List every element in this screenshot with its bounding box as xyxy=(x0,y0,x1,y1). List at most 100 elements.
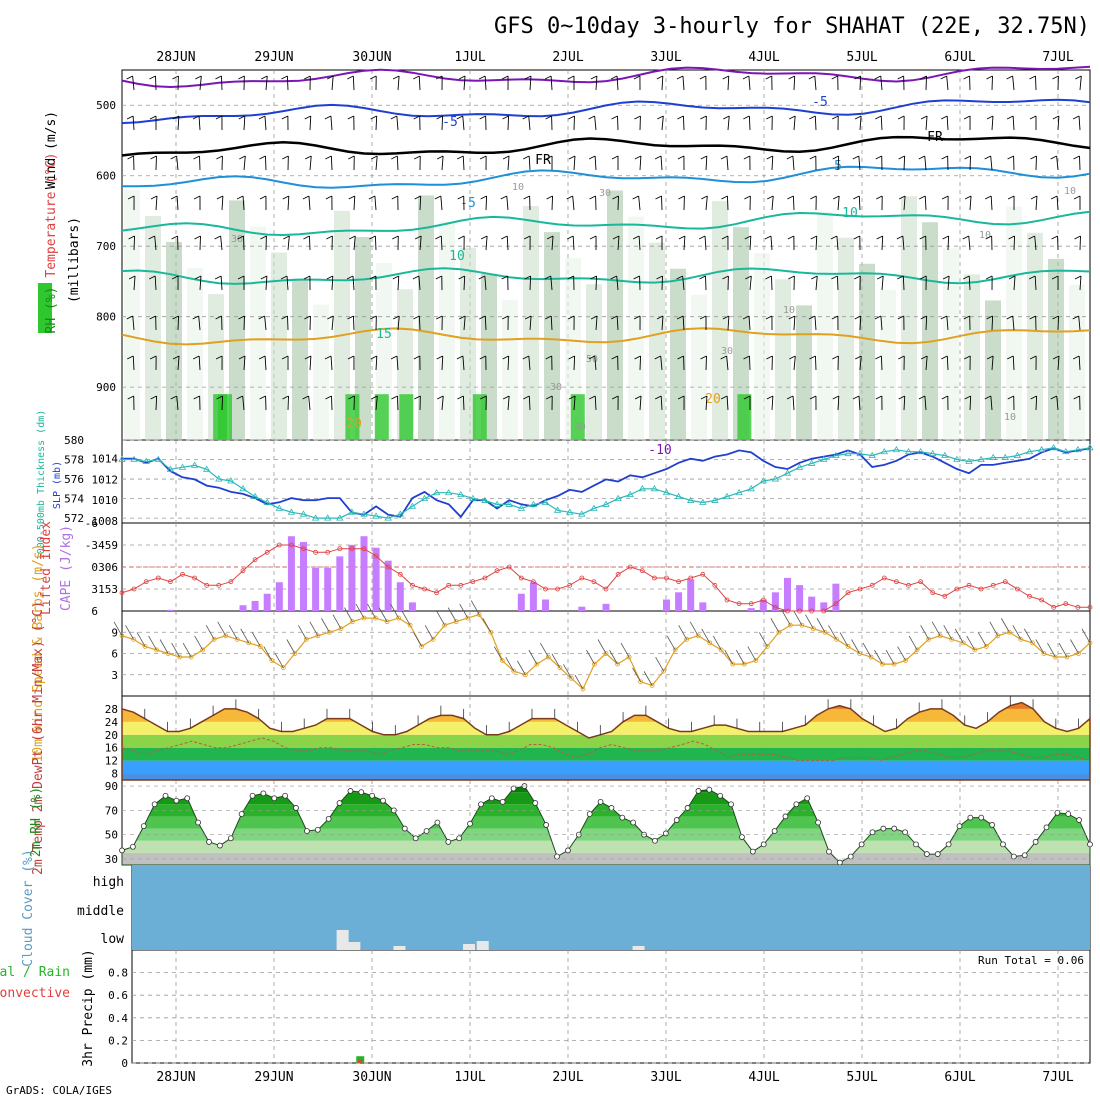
wind-barb-flag xyxy=(568,395,576,400)
wind-barb-flag xyxy=(566,195,573,200)
rh-shading xyxy=(544,232,560,440)
wind-barb xyxy=(828,625,837,640)
thickness-point xyxy=(505,500,513,507)
wind-barb-flag xyxy=(523,235,531,240)
precip-tick: 0.8 xyxy=(108,967,128,980)
cloud-labels: Cloud Cover (%) xyxy=(21,849,36,966)
wind-barb xyxy=(374,195,377,211)
rh-shading xyxy=(733,227,749,440)
wind-barb xyxy=(418,75,421,91)
wind-barb-flag xyxy=(723,115,730,120)
wind-barb xyxy=(159,639,169,654)
wind-barb xyxy=(463,315,466,331)
slp-tick: 1010 xyxy=(92,494,119,507)
wind-speed-point xyxy=(200,647,206,653)
cape-tick: 306 xyxy=(98,561,118,574)
wind-barb-flag xyxy=(128,275,136,280)
rh-point xyxy=(880,825,887,832)
wind-barb xyxy=(1057,355,1060,371)
wind-barb xyxy=(851,639,860,654)
wind-barb xyxy=(485,235,488,251)
wind-barb xyxy=(954,628,964,644)
wind-barb-flag xyxy=(633,315,641,320)
wind-barb-flag xyxy=(216,155,223,160)
bottom-date-label: 29JUN xyxy=(254,1070,293,1085)
rh-shading xyxy=(628,216,644,440)
wind-barb-flag xyxy=(832,355,839,360)
pressure-tick: 700 xyxy=(96,240,116,253)
wind-barb xyxy=(943,625,953,640)
li-point xyxy=(857,586,863,592)
wind-barb-flag xyxy=(853,235,860,240)
cape-labels: Lifted Index CAPE (J/kg) xyxy=(39,521,74,615)
wind-barb xyxy=(712,635,722,651)
li-point xyxy=(446,582,452,588)
wind-barb-flag xyxy=(304,75,311,80)
wind-barb-flag xyxy=(347,355,355,360)
rh-point xyxy=(140,823,147,830)
wind-barb xyxy=(1012,115,1015,131)
wind-barb xyxy=(205,625,215,640)
wind-barb-flag xyxy=(260,235,267,240)
slp-tick: 1014 xyxy=(92,453,119,466)
wind-barb-flag xyxy=(259,395,266,400)
li-point xyxy=(990,582,996,588)
bottom-date-label: 3JUL xyxy=(650,1070,681,1085)
thickness-point xyxy=(384,514,392,521)
thickness-point xyxy=(916,447,925,455)
wind-barb-flag xyxy=(478,275,486,280)
cloud-label: Cloud Cover (%) xyxy=(21,849,36,966)
li-point xyxy=(1075,604,1081,610)
wind-barb xyxy=(352,275,355,291)
wind-barb-flag xyxy=(545,355,552,360)
cape-bar xyxy=(542,599,549,611)
cape-bar xyxy=(820,602,828,611)
wind-barb-flag xyxy=(391,195,398,200)
wind-barb xyxy=(198,115,201,131)
isotherm-line xyxy=(121,210,1091,237)
low-cloud-bar xyxy=(463,944,476,950)
wind-barb xyxy=(572,195,575,211)
wind-barb-flag xyxy=(853,195,860,200)
wind-speed-point xyxy=(592,661,597,667)
rh-shading xyxy=(796,305,812,440)
wind-barb-flag xyxy=(831,315,839,320)
wind-speed-point xyxy=(661,668,667,674)
wind-barb-flag xyxy=(677,395,685,400)
wind-barb-flag xyxy=(699,275,706,280)
wind-barb-flag xyxy=(172,355,180,360)
wind-barb-flag xyxy=(237,235,244,240)
wind-barb xyxy=(1081,628,1091,644)
rh-point xyxy=(945,841,952,848)
wind-barb-flag xyxy=(918,395,926,400)
wind-speed-point xyxy=(488,629,494,635)
wind-barb xyxy=(837,155,840,171)
wind-barb-flag xyxy=(391,395,398,400)
wind-barb-flag xyxy=(502,155,510,160)
wind-barb-flag xyxy=(258,115,266,120)
wind-barb xyxy=(661,315,664,331)
cape-bar xyxy=(784,577,791,611)
wind-barb-flag xyxy=(590,275,597,280)
cape-bar xyxy=(384,560,392,611)
rh-point xyxy=(543,822,550,828)
wind-barb xyxy=(176,155,179,171)
rh-point xyxy=(1021,852,1028,859)
thickness-point xyxy=(493,500,501,507)
wind-barb-flag xyxy=(1030,155,1037,160)
wind-barb-flag xyxy=(808,315,816,320)
wind-barb-flag xyxy=(832,115,839,120)
rh-shading xyxy=(922,222,938,440)
thickness-point xyxy=(602,500,610,507)
rh-point xyxy=(728,801,734,808)
wind-barb-flag xyxy=(390,115,398,120)
rh-point xyxy=(1043,824,1050,831)
wind-barb xyxy=(528,115,531,131)
low-cloud-bar xyxy=(336,930,349,950)
wind-barb-flag xyxy=(809,355,816,360)
wind-barb-flag xyxy=(940,315,948,320)
wind-barb-flag xyxy=(281,315,288,320)
thickness-point xyxy=(807,459,816,466)
wind-barb xyxy=(814,115,817,131)
wind-barb xyxy=(726,155,729,171)
